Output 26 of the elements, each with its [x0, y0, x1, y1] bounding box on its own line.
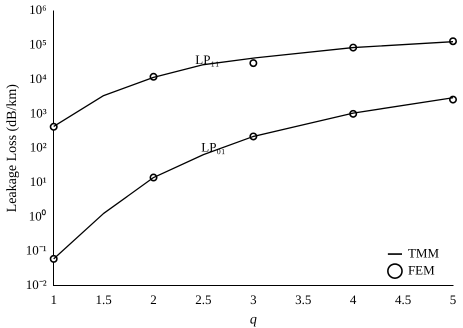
x-tick-label: 4.5 [394, 292, 412, 307]
legend-label: TMM [408, 246, 440, 261]
y-tick-label: 10³ [30, 105, 47, 120]
x-tick-label: 2.5 [195, 292, 212, 307]
x-tick-label: 2 [150, 292, 157, 307]
y-tick-label: 10⁵ [29, 36, 47, 52]
y-tick-label: 10⁶ [29, 2, 47, 18]
x-axis-title: q [250, 312, 257, 328]
y-tick-label: 10¹ [30, 174, 47, 189]
y-tick-label: 10⁴ [29, 70, 48, 86]
x-tick-label: 5 [450, 292, 456, 307]
legend-label: FEM [408, 262, 436, 278]
annotation: LP₁₁ [195, 52, 220, 68]
x-tick-label: 1.5 [95, 292, 112, 307]
y-tick-label: 10⁰ [28, 208, 47, 224]
point [449, 96, 457, 104]
y-axis-title: Leakage Loss (dB/km) [5, 84, 20, 212]
x-tick-label: 1 [50, 292, 57, 307]
annotation: LP₀₁ [201, 140, 226, 155]
x-tick-label: 4 [350, 292, 357, 307]
y-tick-label: 10² [30, 140, 47, 155]
x-tick-label: 3.5 [295, 292, 312, 307]
y-tick-label: 10⁻¹ [26, 242, 47, 258]
x-tick-label: 3 [250, 292, 257, 307]
y-tick-label: 10⁻² [26, 277, 47, 292]
point [249, 59, 258, 68]
